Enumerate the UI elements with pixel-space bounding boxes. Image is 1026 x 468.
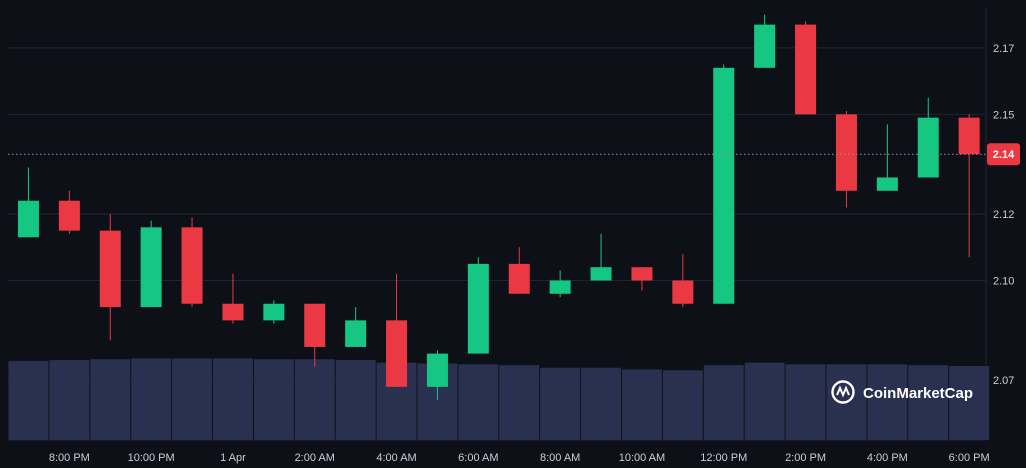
candle-up (345, 320, 367, 347)
candle-down (958, 117, 980, 155)
candle-down (181, 227, 203, 304)
y-tick-label: 2.12 (993, 209, 1014, 221)
volume-bar (131, 358, 172, 440)
coinmarketcap-logo-icon (831, 380, 855, 404)
y-tick-label: 2.07 (993, 375, 1014, 387)
y-tick-label: 2.15 (993, 109, 1014, 121)
volume-bar (172, 358, 212, 440)
candle-up (467, 263, 489, 354)
candle-down (631, 267, 653, 281)
volume-bar (662, 370, 703, 440)
x-tick-label: 2:00 AM (295, 452, 335, 464)
x-tick-label: 12:00 PM (700, 452, 747, 464)
volume-bar (703, 365, 744, 440)
volume-bar (581, 367, 621, 440)
x-tick-label: 10:00 PM (128, 452, 175, 464)
candle-down (508, 263, 530, 294)
candle-down (386, 320, 408, 387)
volume-bar (540, 367, 581, 440)
volume-bar (499, 365, 540, 440)
volume-bar (294, 359, 335, 440)
volume-bar (744, 362, 785, 440)
candle-down (58, 200, 80, 231)
volume-bar (622, 369, 662, 440)
candle-up (876, 177, 898, 191)
candle-layer (17, 14, 980, 401)
x-tick-label: 6:00 PM (949, 452, 990, 464)
candle-up (754, 24, 776, 68)
volume-bar (458, 364, 499, 440)
volume-bar (8, 360, 49, 440)
candle-up (426, 353, 448, 387)
volume-layer (8, 358, 990, 440)
candle-up (263, 303, 285, 321)
candle-up (713, 67, 735, 304)
x-tick-label: 4:00 AM (376, 452, 416, 464)
x-tick-label: 6:00 AM (458, 452, 498, 464)
x-tick-label: 8:00 PM (49, 452, 90, 464)
volume-bar (949, 366, 990, 440)
volume-bar (213, 358, 253, 440)
x-tick-label: 10:00 AM (619, 452, 665, 464)
y-tick-label: 2.17 (993, 43, 1014, 55)
volume-bar (785, 364, 826, 440)
candle-down (222, 303, 244, 321)
axis-layer: 2.17 2.15 2.12 2.10 2.07 8:00 PM 10:00 PM 1 Apr… (8, 43, 1020, 464)
candle-up (17, 200, 39, 238)
candle-down (795, 24, 817, 115)
candle-up (140, 227, 162, 308)
x-tick-label: 8:00 AM (540, 452, 580, 464)
candle-down (672, 280, 694, 304)
volume-bar (867, 364, 908, 440)
volume-bar (90, 359, 131, 440)
candle-down (835, 114, 857, 191)
x-tick-label: 2:00 PM (785, 452, 826, 464)
candle-down (99, 230, 121, 308)
current-price-label: 2.14 (993, 149, 1015, 161)
candle-up (917, 117, 939, 178)
y-tick-label: 2.10 (993, 275, 1014, 287)
volume-bar (335, 360, 376, 440)
volume-bar (49, 360, 90, 440)
candle-up (590, 267, 612, 281)
coinmarketcap-watermark: CoinMarketCap (831, 380, 973, 404)
candle-down (304, 303, 326, 347)
candle-up (549, 280, 571, 294)
x-tick-label: 1 Apr (220, 452, 246, 464)
x-tick-label: 4:00 PM (867, 452, 908, 464)
volume-bar (908, 365, 949, 440)
volume-bar (253, 359, 294, 440)
watermark-text: CoinMarketCap (863, 385, 973, 402)
current-price-tag (987, 143, 1020, 166)
